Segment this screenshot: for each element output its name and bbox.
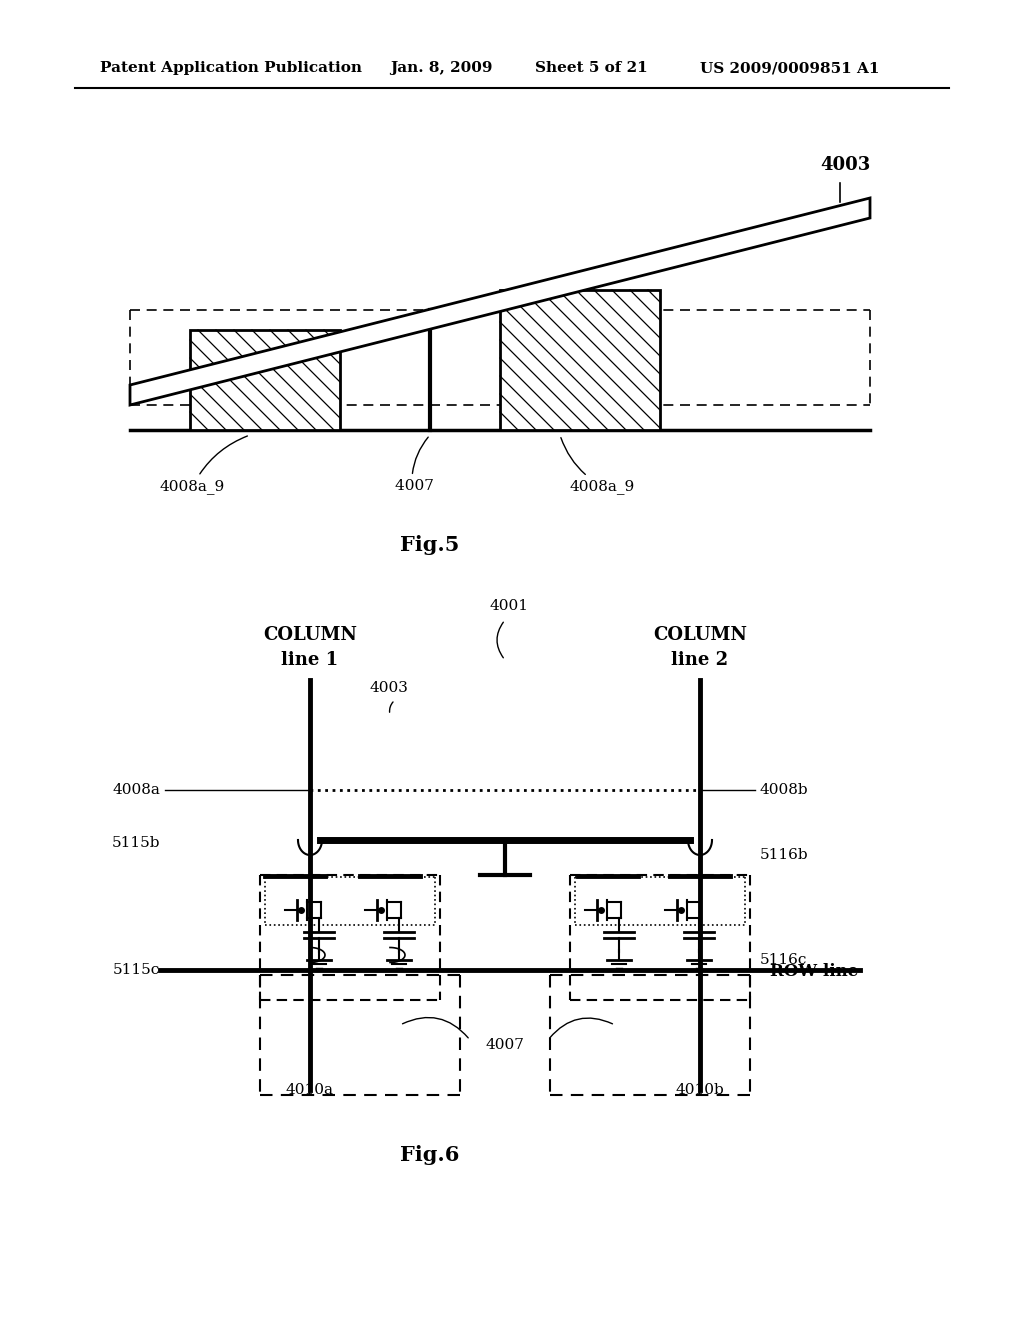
Polygon shape bbox=[130, 198, 870, 405]
Text: 5116b: 5116b bbox=[760, 847, 809, 862]
Text: 4008a_9: 4008a_9 bbox=[160, 436, 248, 494]
Text: Fig.6: Fig.6 bbox=[400, 1144, 460, 1166]
Text: ROW line: ROW line bbox=[770, 964, 858, 981]
Text: 4007: 4007 bbox=[390, 437, 434, 492]
Bar bbox=[500, 290, 660, 430]
Text: 4008a: 4008a bbox=[112, 783, 160, 797]
Text: 5115c: 5115c bbox=[113, 964, 160, 977]
Text: Fig.5: Fig.5 bbox=[400, 535, 460, 554]
Text: 4003: 4003 bbox=[370, 681, 409, 696]
Text: COLUMN: COLUMN bbox=[653, 626, 746, 644]
Text: 5116c: 5116c bbox=[760, 953, 807, 968]
Text: Sheet 5 of 21: Sheet 5 of 21 bbox=[535, 61, 648, 75]
Text: line 2: line 2 bbox=[672, 651, 728, 669]
Text: line 1: line 1 bbox=[282, 651, 339, 669]
Text: 4007: 4007 bbox=[485, 1038, 524, 1052]
Text: 4001: 4001 bbox=[490, 599, 529, 612]
Text: Patent Application Publication: Patent Application Publication bbox=[100, 61, 362, 75]
Text: 4010a: 4010a bbox=[286, 1082, 334, 1097]
Bar bbox=[190, 330, 340, 430]
Text: Jan. 8, 2009: Jan. 8, 2009 bbox=[390, 61, 493, 75]
Text: 5115b: 5115b bbox=[112, 836, 160, 850]
Text: US 2009/0009851 A1: US 2009/0009851 A1 bbox=[700, 61, 880, 75]
Text: 4003: 4003 bbox=[820, 156, 870, 174]
Text: 4008a_9: 4008a_9 bbox=[561, 438, 635, 494]
Text: 4010b: 4010b bbox=[676, 1082, 724, 1097]
Text: COLUMN: COLUMN bbox=[263, 626, 357, 644]
Text: 4008b: 4008b bbox=[760, 783, 809, 797]
